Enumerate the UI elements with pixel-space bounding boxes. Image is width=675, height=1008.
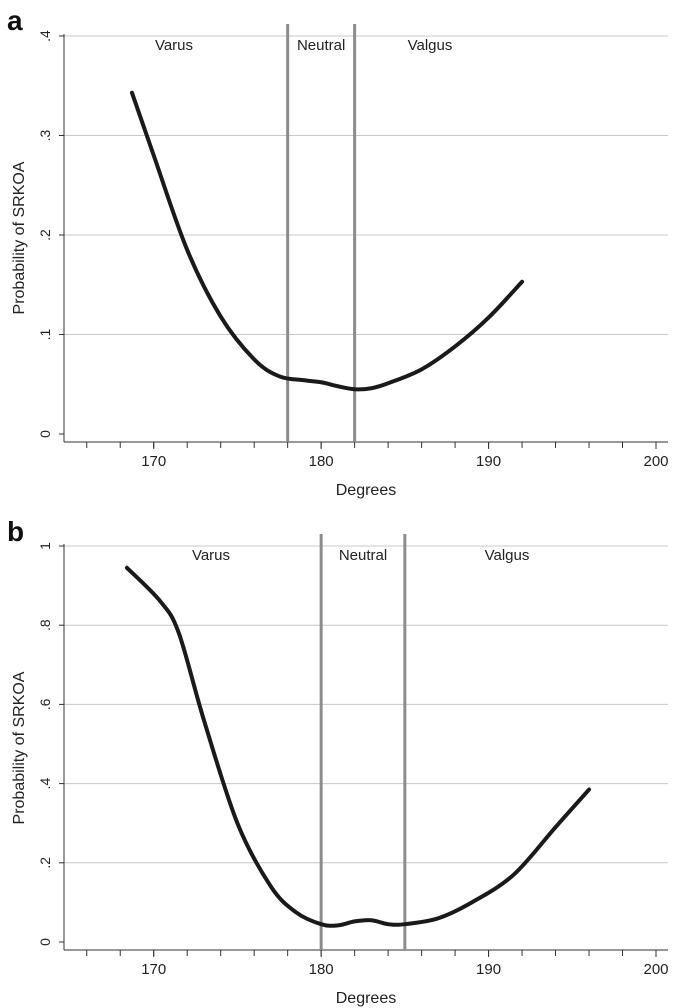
- series-line: [129, 90, 525, 392]
- x-tick-label: 180: [309, 961, 334, 978]
- region-label-neutral: Neutral: [339, 547, 387, 564]
- y-tick-label: 1: [37, 542, 53, 550]
- y-tick-label: .4: [37, 30, 53, 42]
- region-label-valgus: Valgus: [485, 547, 530, 564]
- x-axis-title: Degrees: [336, 482, 396, 499]
- x-tick-label: 200: [643, 961, 668, 978]
- x-tick-label: 170: [141, 961, 166, 978]
- y-axis-title: Probability of SRKOA: [11, 671, 28, 824]
- y-tick-label: .6: [37, 698, 53, 710]
- x-tick-label: 200: [643, 453, 668, 470]
- x-tick-label: 190: [476, 961, 501, 978]
- x-tick-label: 180: [309, 453, 334, 470]
- y-tick-label: .3: [37, 129, 53, 141]
- x-axis-title: Degrees: [336, 990, 396, 1007]
- region-label-neutral: Neutral: [297, 37, 345, 54]
- y-tick-label: 0: [37, 430, 53, 438]
- region-label-varus: Varus: [192, 547, 230, 564]
- y-tick-label: .2: [37, 857, 53, 869]
- x-tick-label: 170: [141, 453, 166, 470]
- panel-a: 0 .1 .2 .3 .4 170 180 190 200 Varus Neutral Valgus D…: [7, 5, 669, 499]
- y-axis-title: Probability of SRKOA: [11, 161, 28, 314]
- panel-b: 0 .2 .4 .6 .8 1 170 180 190 200 Varus Neutral Valgus…: [7, 516, 669, 1007]
- y-tick-label: .2: [37, 229, 53, 241]
- y-tick-label: .8: [37, 619, 53, 631]
- series-line: [124, 565, 592, 928]
- panel-label: b: [7, 516, 24, 547]
- region-label-varus: Varus: [155, 37, 193, 54]
- panel-label: a: [7, 5, 23, 36]
- y-tick-label: .4: [37, 778, 53, 790]
- y-tick-label: .1: [37, 328, 53, 340]
- x-tick-label: 190: [476, 453, 501, 470]
- region-label-valgus: Valgus: [408, 37, 453, 54]
- y-tick-label: 0: [37, 938, 53, 946]
